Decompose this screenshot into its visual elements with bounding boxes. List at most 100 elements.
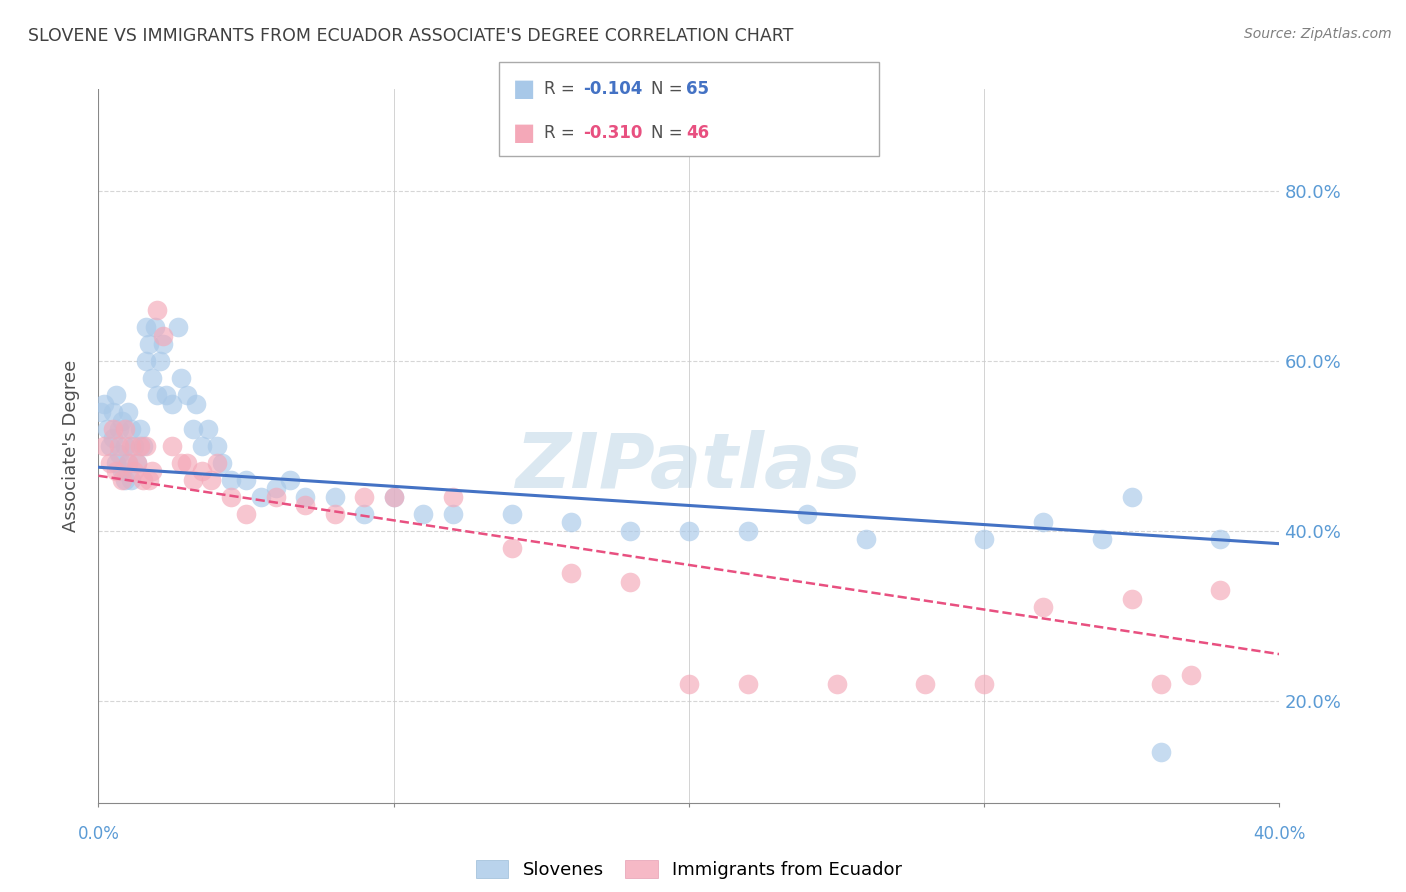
Point xyxy=(105,465,128,479)
Point xyxy=(170,371,193,385)
Point xyxy=(162,439,183,453)
Point xyxy=(108,439,131,453)
Point xyxy=(138,473,160,487)
Point xyxy=(219,490,242,504)
Point xyxy=(155,388,177,402)
Point xyxy=(103,422,125,436)
Point xyxy=(973,533,995,547)
Point xyxy=(264,482,287,496)
Text: N =: N = xyxy=(651,124,682,142)
Point xyxy=(211,456,233,470)
Text: R =: R = xyxy=(544,79,575,97)
Point xyxy=(125,456,148,470)
Point xyxy=(125,456,148,470)
Point xyxy=(197,422,219,436)
Point xyxy=(111,413,134,427)
Text: 65: 65 xyxy=(686,79,709,97)
Point xyxy=(98,439,121,453)
Text: Source: ZipAtlas.com: Source: ZipAtlas.com xyxy=(1244,27,1392,41)
Point xyxy=(737,524,759,538)
Point xyxy=(501,507,523,521)
Point xyxy=(382,490,405,504)
Point xyxy=(353,490,375,504)
Point xyxy=(323,507,346,521)
Point xyxy=(141,371,163,385)
Legend: Slovenes, Immigrants from Ecuador: Slovenes, Immigrants from Ecuador xyxy=(468,853,910,887)
Point xyxy=(205,456,228,470)
Text: -0.310: -0.310 xyxy=(583,124,643,142)
Point xyxy=(90,405,112,419)
Point xyxy=(146,388,169,402)
Point xyxy=(143,320,166,334)
Text: N =: N = xyxy=(651,79,682,97)
Point xyxy=(138,337,160,351)
Point xyxy=(1032,516,1054,530)
Point xyxy=(128,439,150,453)
Point xyxy=(105,456,128,470)
Text: 0.0%: 0.0% xyxy=(77,825,120,843)
Point xyxy=(825,677,848,691)
Point xyxy=(294,499,316,513)
Point xyxy=(619,574,641,589)
Point xyxy=(855,533,877,547)
Text: ZIPatlas: ZIPatlas xyxy=(516,431,862,504)
Point xyxy=(103,430,125,444)
Point xyxy=(132,473,155,487)
Point xyxy=(181,422,204,436)
Text: SLOVENE VS IMMIGRANTS FROM ECUADOR ASSOCIATE'S DEGREE CORRELATION CHART: SLOVENE VS IMMIGRANTS FROM ECUADOR ASSOC… xyxy=(28,27,793,45)
Point xyxy=(278,473,302,487)
Text: ■: ■ xyxy=(513,77,536,101)
Point xyxy=(560,516,582,530)
Point xyxy=(441,490,464,504)
Point xyxy=(120,473,142,487)
Point xyxy=(114,473,136,487)
Y-axis label: Associate's Degree: Associate's Degree xyxy=(62,359,80,533)
Text: R =: R = xyxy=(544,124,575,142)
Text: 40.0%: 40.0% xyxy=(1253,825,1306,843)
Text: ■: ■ xyxy=(513,120,536,145)
Point xyxy=(111,465,134,479)
Point xyxy=(122,439,145,453)
Point xyxy=(135,439,157,453)
Point xyxy=(250,490,273,504)
Point xyxy=(117,456,139,470)
Point xyxy=(294,490,316,504)
Point xyxy=(441,507,464,521)
Point xyxy=(128,422,150,436)
Text: -0.104: -0.104 xyxy=(583,79,643,97)
Point xyxy=(152,337,174,351)
Point xyxy=(103,405,125,419)
Point xyxy=(1209,583,1232,598)
Point xyxy=(1209,533,1232,547)
Point xyxy=(176,388,198,402)
Point xyxy=(235,473,257,487)
Point xyxy=(120,439,142,453)
Point xyxy=(1121,591,1143,606)
Point xyxy=(1032,600,1054,615)
Point xyxy=(167,320,190,334)
Point xyxy=(96,422,118,436)
Point xyxy=(205,439,228,453)
Point xyxy=(796,507,818,521)
Point xyxy=(135,354,157,368)
Text: 46: 46 xyxy=(686,124,709,142)
Point xyxy=(93,396,115,410)
Point xyxy=(114,422,136,436)
Point xyxy=(108,422,131,436)
Point xyxy=(149,354,172,368)
Point xyxy=(152,328,174,343)
Point xyxy=(184,396,207,410)
Point xyxy=(162,396,183,410)
Point xyxy=(120,422,142,436)
Point xyxy=(132,439,155,453)
Point xyxy=(117,405,139,419)
Point xyxy=(105,388,128,402)
Point xyxy=(1150,677,1173,691)
Point xyxy=(264,490,287,504)
Point xyxy=(98,456,121,470)
Point xyxy=(176,456,198,470)
Point xyxy=(1180,668,1202,682)
Point xyxy=(191,465,214,479)
Point xyxy=(135,320,157,334)
Point xyxy=(108,448,131,462)
